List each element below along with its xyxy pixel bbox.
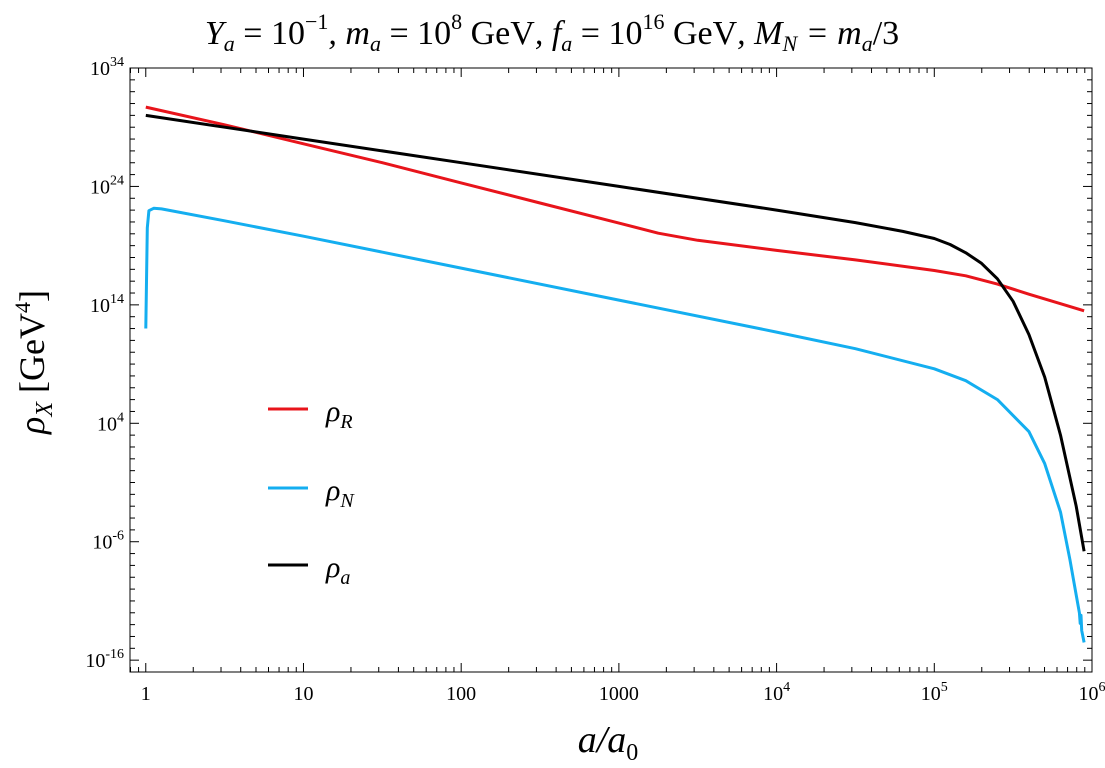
title-y-eq: = 10 [235, 15, 305, 52]
y-tick-label: 1014 [90, 292, 124, 317]
series-line-rho-a [145, 113, 1086, 552]
title-m-exp: 8 [451, 9, 462, 34]
y-axis-label-close: ] [12, 290, 52, 302]
y-axis-label-unit: [GeV [12, 313, 52, 402]
x-tick-label: 1 [141, 683, 151, 705]
title-f-eq: = 10 [572, 15, 642, 52]
legend-label-rho-n: ρN [325, 474, 355, 512]
y-tick-label: 1024 [90, 173, 124, 198]
title-m-unit: GeV [462, 15, 535, 52]
title-M-sub2: a [862, 31, 873, 56]
x-tick-label: 100 [446, 683, 476, 705]
x-tick-label: 104 [763, 680, 790, 705]
legend: ρR ρN ρa [268, 395, 355, 589]
y-tick-label: 10-6 [92, 529, 124, 554]
ticks-layer [129, 67, 1093, 673]
legend-rho-r-sym: ρ [325, 395, 340, 428]
x-axis-label-main: a/a [578, 719, 627, 761]
x-tick-label: 1000 [599, 683, 639, 705]
x-tick-label: 106 [1079, 680, 1105, 705]
title-m-sym: , m [328, 15, 370, 52]
title-f-exp: 16 [642, 9, 664, 34]
x-axis-label: a/a0 [578, 719, 639, 766]
series-line-rho-n [144, 206, 1086, 643]
title-M-sym: , M [737, 15, 784, 52]
title-m-eq: = 10 [381, 15, 451, 52]
chart-title: Ya = 10−1, ma = 108 GeV, fa = 1016 GeV, … [205, 9, 899, 56]
title-f-sub: a [561, 31, 572, 56]
title-f-unit: GeV [664, 15, 737, 52]
y-tick-label: 104 [97, 410, 124, 435]
x-axis-label-sub: 0 [626, 740, 638, 766]
legend-rho-r-sub: R [339, 411, 352, 433]
title-y-exp: −1 [305, 9, 328, 34]
legend-rho-a-sym: ρ [325, 551, 340, 584]
title-m-sub: a [370, 31, 381, 56]
y-tick-label: 1034 [90, 55, 124, 80]
legend-rho-n-sub: N [339, 490, 355, 512]
title-y-sub: a [224, 31, 235, 56]
plot-frame [129, 67, 1093, 673]
title-M-eq: = m [797, 15, 862, 52]
y-tick-label: 10-16 [85, 647, 124, 672]
legend-label-rho-r: ρR [325, 395, 353, 433]
title-f-sym: , f [535, 15, 566, 52]
legend-rho-a-sub: a [340, 567, 350, 589]
legend-label-rho-a: ρa [325, 551, 350, 589]
title-y-sym: Y [205, 15, 227, 52]
labels-layer: 1 10 100 1000 104 105 106 10-16 10-6 104 1014 1024 1… [85, 55, 1105, 705]
x-tick-label: 105 [921, 680, 948, 705]
title-M-tail: /3 [873, 15, 899, 52]
title-M-sub: N [782, 31, 799, 56]
x-tick-label: 10 [293, 683, 313, 705]
legend-rho-n-sym: ρ [325, 474, 340, 507]
y-axis-label-rho: ρ [12, 417, 52, 435]
series-layer [144, 105, 1086, 643]
series-line-rho-r [145, 105, 1085, 313]
y-axis-label-sub: X [32, 401, 58, 418]
y-axis-label-exp: 4 [10, 302, 35, 313]
y-axis-label: ρX [GeV4] [10, 290, 58, 435]
